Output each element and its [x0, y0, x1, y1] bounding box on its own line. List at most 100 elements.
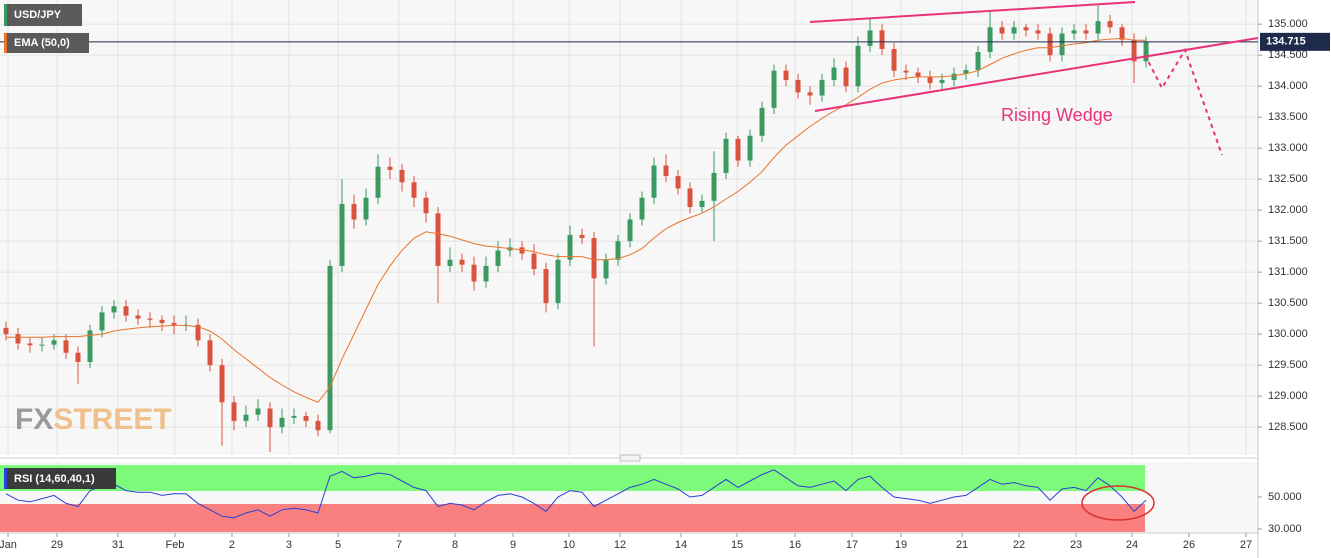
x-tick-label: Jan — [0, 539, 17, 551]
candle-body — [147, 318, 153, 320]
candle-body — [579, 234, 585, 239]
x-tick-label: 19 — [895, 539, 907, 551]
candle-body — [3, 327, 9, 335]
y-tick-label: 135.000 — [1268, 18, 1308, 30]
candle-body — [1035, 30, 1041, 34]
last-price-box — [1260, 32, 1330, 51]
candle-body — [891, 48, 897, 71]
highlight-ellipse — [1081, 485, 1155, 521]
candle-body — [903, 70, 909, 73]
candle-body — [699, 200, 705, 208]
candle-body — [411, 182, 417, 198]
candle-body — [15, 334, 21, 344]
candle-body — [363, 197, 369, 220]
candle-body — [339, 203, 345, 266]
candle-body — [591, 238, 597, 279]
candle-body — [255, 408, 261, 415]
candle-body — [303, 415, 309, 421]
candle-body — [663, 165, 669, 177]
candle-body — [375, 166, 381, 198]
candle-body — [675, 176, 681, 189]
candle-body — [999, 27, 1005, 34]
candle-body — [27, 343, 33, 346]
candle-body — [291, 415, 297, 418]
candle-body — [987, 27, 993, 53]
candle-body — [111, 306, 117, 313]
candle-body — [1059, 33, 1065, 56]
candle-body — [75, 352, 81, 363]
y-tick-label: 30.000 — [1268, 523, 1302, 535]
candle-body — [1023, 27, 1029, 31]
candle-body — [795, 79, 801, 93]
line — [6, 37, 1146, 403]
candle-body — [123, 306, 129, 316]
candle-body — [819, 79, 825, 96]
candle-body — [627, 219, 633, 242]
x-tick-label: 2 — [229, 539, 235, 551]
x-tick-label: 3 — [286, 539, 292, 551]
candle-body — [783, 70, 789, 80]
rsi-overbought-zone — [0, 465, 1145, 491]
candle-body — [519, 247, 525, 254]
legend-box[interactable] — [4, 468, 116, 489]
candle-body — [159, 319, 165, 323]
candle-body — [603, 259, 609, 279]
y-tick-label: 132.500 — [1268, 173, 1308, 185]
candle-body — [867, 30, 873, 46]
y-tick-label: 130.000 — [1268, 328, 1308, 340]
candle-body — [615, 241, 621, 260]
projection-line — [1144, 47, 1223, 156]
grid — [0, 0, 1262, 537]
candle-body — [915, 72, 921, 77]
candle-body — [219, 365, 225, 403]
candle-body — [315, 420, 321, 431]
x-tick-label: 23 — [1070, 539, 1082, 551]
candle-body — [543, 269, 549, 304]
watermark-fx: FX — [15, 403, 53, 436]
y-tick-label: 131.000 — [1268, 266, 1308, 278]
candle-body — [447, 259, 453, 266]
y-tick-label: 133.500 — [1268, 111, 1308, 123]
candle-body — [855, 45, 861, 87]
x-tick-label: 29 — [51, 539, 63, 551]
candle-body — [951, 73, 957, 80]
x-tick-label: 15 — [731, 539, 743, 551]
x-tick-label: 24 — [1126, 539, 1138, 551]
candle-body — [963, 70, 969, 74]
candle-body — [63, 340, 69, 353]
candle-body — [399, 169, 405, 183]
candle-body — [351, 203, 357, 220]
candle-body — [1107, 21, 1113, 28]
pane-handle[interactable] — [619, 454, 641, 462]
last-price-label: 134.715 — [1266, 36, 1306, 48]
x-tick-label: 26 — [1183, 539, 1195, 551]
x-tick-label: 22 — [1013, 539, 1025, 551]
y-tick-label: 50.000 — [1268, 491, 1302, 503]
legend-swatch — [4, 33, 7, 53]
candle-body — [483, 265, 489, 282]
y-tick-label: 129.000 — [1268, 390, 1308, 402]
y-tick-label: 134.500 — [1268, 49, 1308, 61]
x-tick-label: 14 — [675, 539, 687, 551]
candle-body — [747, 135, 753, 161]
legend-box[interactable] — [4, 4, 82, 26]
x-tick-label: Feb — [165, 539, 184, 551]
candle-body — [195, 324, 201, 341]
y-tick-label: 130.500 — [1268, 297, 1308, 309]
candle-body — [567, 234, 573, 260]
candle-body — [771, 70, 777, 108]
legend-box[interactable] — [4, 33, 89, 53]
candle-body — [1119, 27, 1125, 40]
candle-body — [1083, 30, 1089, 34]
candle-body — [1095, 21, 1101, 34]
candle-body — [831, 67, 837, 80]
candle-body — [723, 138, 729, 173]
candle-body — [687, 188, 693, 208]
watermark: FXSTREET — [15, 403, 172, 436]
candle-body — [471, 264, 477, 282]
legend-swatch — [4, 4, 7, 26]
x-tick-label: 12 — [614, 539, 626, 551]
candle-body — [327, 265, 333, 431]
